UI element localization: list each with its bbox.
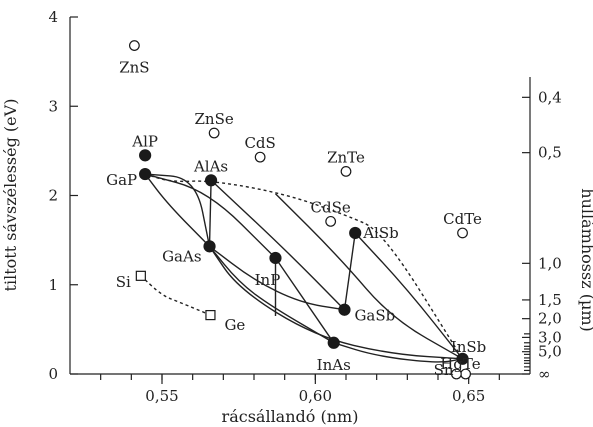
axes: 0 1 2 3 4 0,55 0,60 0,65 0,4 0,5 1,0 1,52,03,05,0 ∞ bbox=[48, 8, 561, 405]
right-axis-label: hullámhossz (µm) bbox=[578, 188, 593, 331]
point-labels: ZnS ZnSe CdS ZnTe CdSe CdTe AlP GaP AlAs AlSb GaAs… bbox=[106, 59, 486, 379]
point-label-znse: ZnSe bbox=[195, 110, 234, 128]
y-tick-label: 2 bbox=[48, 187, 58, 205]
right-tick-label: 1,0 bbox=[538, 254, 562, 272]
alloy-curve-14 bbox=[208, 246, 463, 360]
y-tick-label: 1 bbox=[48, 276, 58, 294]
point-label-cdte: CdTe bbox=[443, 210, 482, 228]
point-alsb bbox=[349, 226, 362, 240]
right-tick-label: 5,0 bbox=[538, 343, 562, 361]
point-label-insb: InSb bbox=[451, 338, 486, 356]
alloy-curve-7 bbox=[209, 245, 345, 311]
point-alas bbox=[204, 174, 218, 187]
x-axis-label: rácsállandó (nm) bbox=[222, 407, 359, 426]
alloy-curve-12 bbox=[343, 232, 356, 310]
right-tick-label: 2,0 bbox=[538, 310, 562, 328]
alloy-curve-3 bbox=[145, 173, 211, 247]
point-alp bbox=[139, 149, 152, 162]
point-label-inp: InP bbox=[255, 271, 281, 289]
point-inp bbox=[269, 251, 282, 265]
alloy-curve-4 bbox=[208, 180, 212, 247]
alloy-curve-1 bbox=[140, 275, 211, 316]
alloy-curve-10 bbox=[274, 257, 335, 344]
right-tick-label: 0,5 bbox=[538, 144, 562, 162]
point-inas bbox=[327, 336, 340, 349]
markers bbox=[128, 40, 472, 380]
point-label-inas: InAs bbox=[317, 356, 351, 374]
y-tick-label: 4 bbox=[48, 8, 58, 26]
point-label-cdse: CdSe bbox=[311, 198, 351, 216]
point-ge bbox=[205, 309, 216, 321]
right-tick-label: 1,5 bbox=[538, 291, 562, 309]
point-znte bbox=[340, 166, 352, 177]
point-gap bbox=[139, 167, 152, 181]
alloy-curve-15 bbox=[333, 342, 463, 363]
x-tick-label: 0,65 bbox=[452, 387, 485, 405]
point-znse bbox=[208, 127, 220, 139]
point-label-gap: GaP bbox=[106, 171, 137, 189]
point-label-znte: ZnTe bbox=[327, 148, 365, 166]
alloy-curve-11 bbox=[275, 193, 463, 360]
right-tick-label: 0,4 bbox=[538, 88, 562, 106]
y-axis-label: tiltott sávszélesség (eV) bbox=[1, 99, 20, 292]
point-label-gasb: GaSb bbox=[354, 307, 395, 325]
curves bbox=[140, 173, 464, 363]
x-tick-label: 0,55 bbox=[145, 387, 178, 405]
point-cds bbox=[254, 151, 266, 163]
point-gaas bbox=[203, 240, 216, 253]
point-label-alp: AlP bbox=[131, 132, 158, 150]
point-label-gaas: GaAs bbox=[162, 247, 201, 265]
point-label-si: Si bbox=[116, 273, 131, 291]
point-label-alas: AlAs bbox=[193, 157, 228, 175]
point-gasb bbox=[338, 303, 351, 316]
point-hgte bbox=[451, 368, 462, 380]
x-tick-label: 0,60 bbox=[299, 387, 332, 405]
point-insb bbox=[456, 352, 469, 365]
point-label-cds: CdS bbox=[244, 134, 275, 152]
alloy-curve-2 bbox=[144, 173, 210, 247]
right-tick-label: ∞ bbox=[538, 365, 551, 383]
y-tick-label: 3 bbox=[48, 97, 58, 115]
point-label-zns: ZnS bbox=[119, 59, 149, 77]
point-label-ge: Ge bbox=[224, 316, 245, 334]
point-si bbox=[135, 270, 146, 281]
point-cdte bbox=[457, 227, 468, 239]
alloy-curve-13 bbox=[354, 232, 464, 360]
point-zns bbox=[128, 40, 140, 51]
y-tick-label: 0 bbox=[48, 365, 58, 383]
point-label-alsb: AlSb bbox=[362, 224, 399, 242]
point-label-sn: Sn bbox=[434, 361, 454, 379]
point-label-hgte: HgTe bbox=[440, 355, 481, 373]
point-cdse bbox=[325, 215, 337, 227]
alloy-curve-8 bbox=[210, 179, 345, 311]
right-tick-label: 3,0 bbox=[538, 328, 562, 346]
